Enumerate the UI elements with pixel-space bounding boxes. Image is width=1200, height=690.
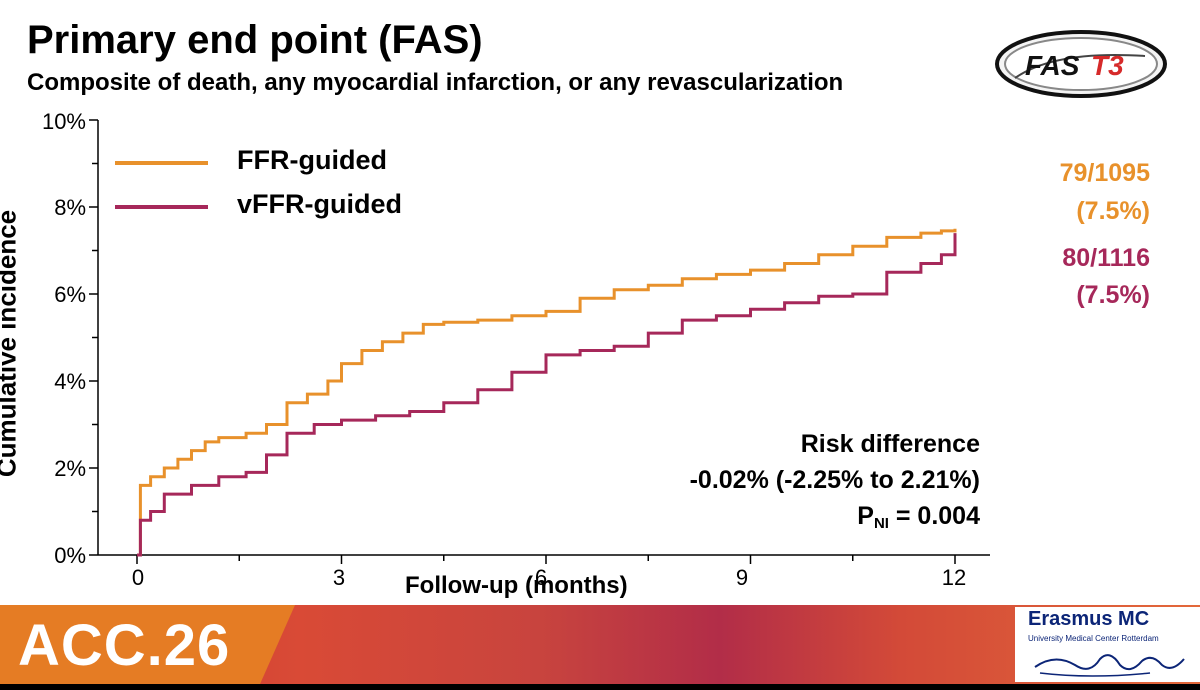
- svg-text:T3: T3: [1091, 50, 1124, 81]
- y-tick-label: 0%: [54, 543, 86, 568]
- bottom-bar: [0, 684, 1200, 690]
- chart-legend-lines: [115, 161, 208, 209]
- page-title: Primary end point (FAS): [27, 18, 483, 62]
- x-tick-label: 12: [941, 565, 967, 590]
- count-ffr-events: 79/1095: [1059, 159, 1150, 187]
- chart-plot: [89, 119, 990, 564]
- p-value-line: PNI = 0.004: [560, 498, 980, 542]
- y-tick-label: 8%: [54, 195, 86, 220]
- p-label: P: [857, 502, 874, 530]
- risk-title: Risk difference: [800, 430, 980, 458]
- legend-label-ffr: FFR-guided: [237, 145, 387, 175]
- p-value: = 0.004: [888, 502, 980, 530]
- legend-label-vffr: vFFR-guided: [237, 189, 402, 219]
- y-tick-label: 2%: [54, 456, 86, 481]
- y-tick-label: 6%: [54, 282, 86, 307]
- x-tick-label: 6: [534, 565, 548, 590]
- x-tick-label: 0: [131, 565, 145, 590]
- chart-series-layer: [137, 228, 957, 557]
- risk-value: -0.02% (-2.25% to 2.21%): [689, 466, 980, 494]
- y-tick-label: 10%: [41, 109, 86, 134]
- institution-name: Erasmus MC: [1028, 608, 1150, 630]
- svg-text:FAS: FAS: [1025, 50, 1080, 81]
- institution-subtitle: University Medical Center Rotterdam: [1028, 634, 1159, 643]
- conference-badge: [0, 605, 295, 685]
- x-axis-label: Follow-up (months): [405, 572, 628, 599]
- y-tick-label: 4%: [54, 369, 86, 394]
- x-tick-label: 3: [332, 565, 346, 590]
- risk-difference-annotation: Risk difference -0.02% (-2.25% to 2.21%)…: [560, 426, 980, 542]
- fast3-logo: FAS T3: [995, 30, 1167, 98]
- series-line-ffr: [137, 228, 957, 557]
- count-ffr-percent: (7.5%): [1076, 197, 1150, 225]
- p-subscript: NI: [873, 515, 889, 532]
- series-line-vffr: [137, 233, 957, 557]
- chart-axes: [89, 119, 990, 564]
- count-vffr-percent: (7.5%): [1076, 281, 1150, 309]
- y-axis-label: Cumulative incidence: [0, 209, 22, 478]
- signature-icon: [1034, 654, 1185, 677]
- conference-name: ACC.26: [18, 613, 231, 678]
- institution-logo-box: [1015, 607, 1200, 682]
- page-subtitle: Composite of death, any myocardial infar…: [27, 69, 844, 96]
- count-vffr-events: 80/1116: [1062, 244, 1150, 272]
- x-tick-label: 9: [735, 565, 749, 590]
